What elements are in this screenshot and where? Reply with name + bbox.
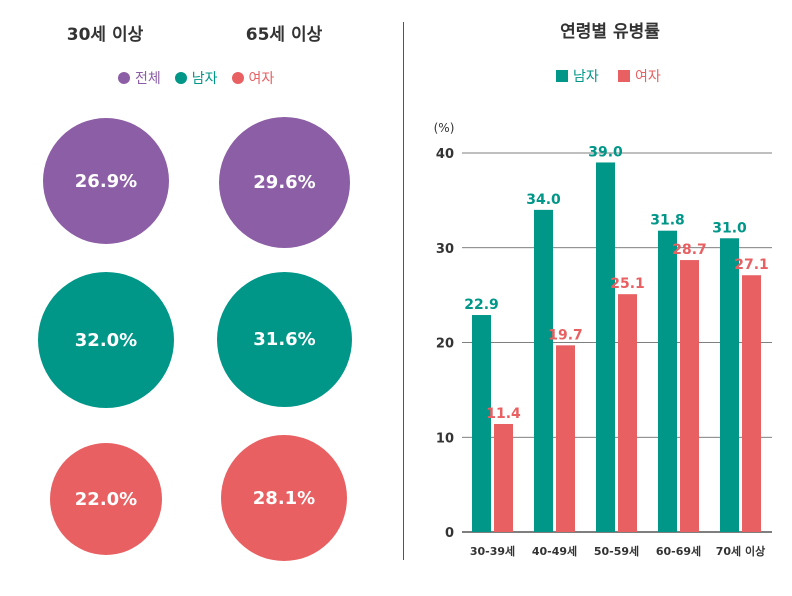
bar-1-2 [618,294,637,532]
bar-chart-title: 연령별 유병률 [560,21,660,42]
bar-0-4 [720,238,739,532]
bar-value-label-0-2: 39.0 [588,144,623,160]
bar-chart: 연령별 유병률 남자 여자 (%) 0 10 20 30 40 22.9 11.4 34.0 1… [434,21,772,558]
y-tick-label-10: 10 [436,431,454,446]
legend-label-total: 전체 [135,71,161,87]
panel-divider [403,22,404,560]
bar-0-3 [658,230,677,532]
group-title-30plus: 30세 이상 [66,25,144,45]
bar-value-label-1-0: 11.4 [486,406,521,422]
bar-value-label-1-1: 19.7 [548,327,583,343]
y-tick-label-20: 20 [436,337,454,352]
x-tick-label-0: 30-39세 [470,544,515,558]
y-axis-unit: (%) [434,121,455,135]
bubble-65plus-female: 28.1% [221,435,347,561]
x-tick-label-2: 50-59세 [594,544,639,558]
bar-value-label-1-2: 25.1 [610,276,645,292]
bar-legend-label-0: 남자 [573,69,599,85]
bubble-legend: 전체 남자 여자 [118,68,274,88]
group-title-65plus: 65세 이상 [245,25,323,45]
bar-value-label-0-3: 31.8 [650,213,685,229]
legend-item-female: 여자 [231,68,275,88]
legend-swatch-female [231,72,244,84]
bar-value-label-0-4: 31.0 [712,220,747,236]
bubble-65plus-male: 31.6% [217,272,352,407]
bubble-30plus-male: 32.0% [38,272,174,408]
legend-label-female: 여자 [248,71,275,87]
legend-item-male: 남자 [174,68,218,88]
bar-legend-swatch-1 [618,70,630,82]
legend-swatch-total [118,72,130,84]
bar-value-label-1-3: 28.7 [672,242,707,258]
bar-legend-label-1: 여자 [635,69,661,85]
y-tick-label-30: 30 [436,242,454,257]
x-tick-label-4: 70세 이상 [716,544,766,558]
bar-1-1 [556,345,575,532]
legend-item-total: 전체 [118,68,161,88]
bar-legend: 남자 여자 [556,69,661,85]
legend-swatch-male [174,72,187,84]
y-tick-label-40: 40 [436,147,454,162]
bar-1-4 [742,275,761,532]
legend-label-male: 남자 [191,71,218,87]
bar-0-2 [596,162,615,532]
bar-0-0 [472,315,491,532]
bar-legend-swatch-0 [556,70,568,82]
y-tick-label-0: 0 [445,526,454,541]
bar-0-1 [534,209,553,532]
bar-1-3 [680,260,699,532]
bar-value-label-0-1: 34.0 [526,192,561,208]
bar-value-label-0-0: 22.9 [464,297,499,313]
bubble-65plus-total: 29.6% [219,117,350,248]
bubble-30plus-female: 22.0% [50,443,162,555]
bar-value-label-1-4: 27.1 [734,257,769,273]
x-tick-label-3: 60-69세 [656,544,701,558]
bubble-30plus-total: 26.9% [43,118,169,244]
bar-1-0 [494,423,513,532]
x-tick-label-1: 40-49세 [532,544,577,558]
